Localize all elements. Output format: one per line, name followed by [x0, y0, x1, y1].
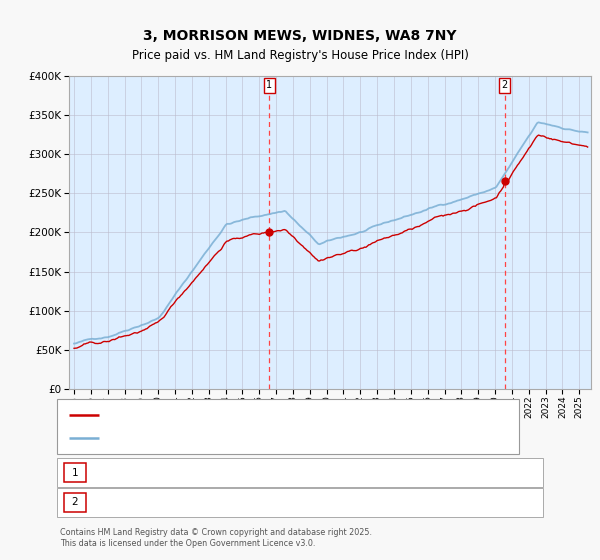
- Text: Contains HM Land Registry data © Crown copyright and database right 2025.: Contains HM Land Registry data © Crown c…: [60, 528, 372, 536]
- Text: HPI: Average price, detached house, Halton: HPI: Average price, detached house, Halt…: [103, 433, 320, 444]
- Text: 3, MORRISON MEWS, WIDNES, WA8 7NY: 3, MORRISON MEWS, WIDNES, WA8 7NY: [143, 29, 457, 44]
- Text: 1: 1: [266, 80, 272, 90]
- Text: This data is licensed under the Open Government Licence v3.0.: This data is licensed under the Open Gov…: [60, 539, 316, 548]
- Text: Price paid vs. HM Land Registry's House Price Index (HPI): Price paid vs. HM Land Registry's House …: [131, 49, 469, 63]
- Text: 2% ↓ HPI: 2% ↓ HPI: [384, 468, 433, 478]
- Text: £200,000: £200,000: [258, 468, 307, 478]
- Text: 10-AUG-2006: 10-AUG-2006: [93, 468, 163, 478]
- Text: 3, MORRISON MEWS, WIDNES, WA8 7NY (detached house): 3, MORRISON MEWS, WIDNES, WA8 7NY (detac…: [103, 410, 394, 420]
- Text: 12-AUG-2020: 12-AUG-2020: [93, 497, 163, 507]
- Text: 2: 2: [71, 497, 79, 507]
- Text: £265,000: £265,000: [258, 497, 307, 507]
- Text: 1: 1: [71, 468, 79, 478]
- Text: 4% ↑ HPI: 4% ↑ HPI: [384, 497, 433, 507]
- Text: 2: 2: [502, 80, 508, 90]
